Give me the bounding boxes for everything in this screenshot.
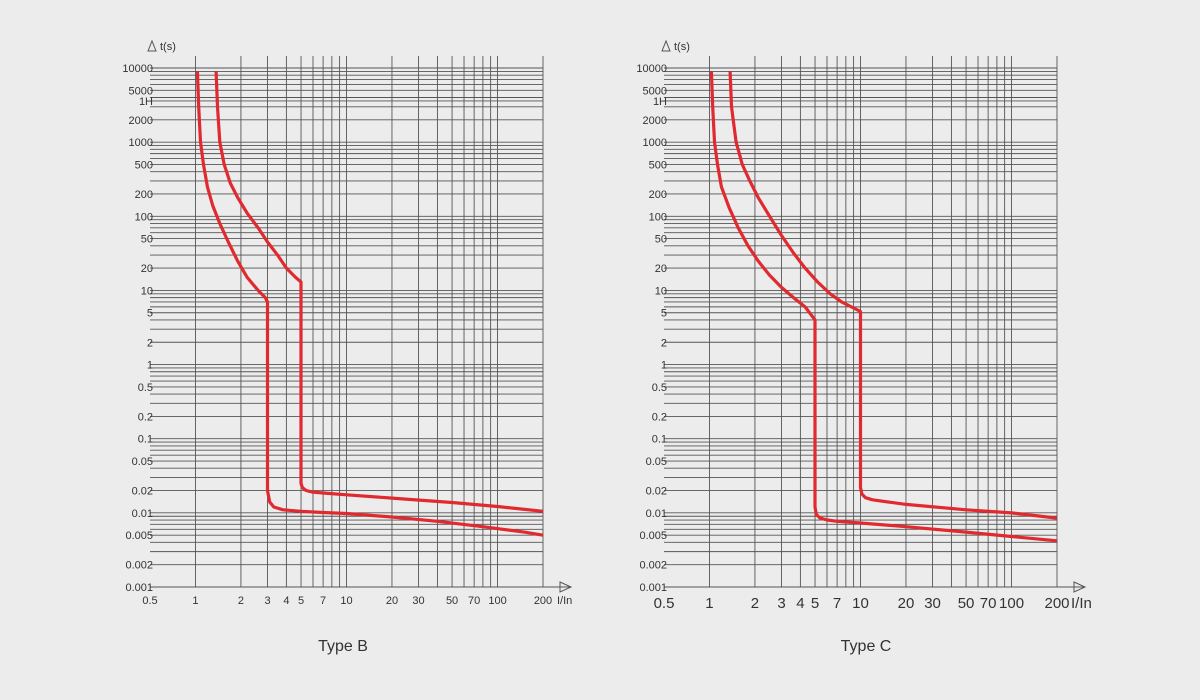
x-tick-label: 1 xyxy=(705,595,713,612)
y-axis-label: t(s) xyxy=(674,41,690,53)
x-tick-label: 4 xyxy=(796,595,804,612)
y-tick-label: 0.05 xyxy=(132,456,153,468)
y-tick-label: 500 xyxy=(135,159,153,171)
x-axis-arrow-icon xyxy=(559,581,573,593)
x-tick-label: 7 xyxy=(833,595,841,612)
series-curve-lower xyxy=(709,71,1058,543)
y-tick-label: 10 xyxy=(655,285,667,297)
y-tick-label: 50 xyxy=(655,234,667,246)
x-tick-label: 2 xyxy=(751,595,759,612)
y-tick-label: 0.5 xyxy=(652,382,667,394)
x-axis-label: I/In xyxy=(1071,595,1092,612)
x-tick-label: 100 xyxy=(999,595,1024,612)
y-tick-label: 5000 xyxy=(643,85,667,97)
y-tick-label: 2000 xyxy=(643,115,667,127)
y-tick-label: 0.005 xyxy=(639,530,667,542)
y-tick-label: 5 xyxy=(147,308,153,320)
series-curve-lower xyxy=(195,71,544,537)
x-axis-arrow-icon xyxy=(1073,581,1087,593)
chart-title-type-c: Type C xyxy=(840,638,892,655)
x-tick-label: 2 xyxy=(238,595,244,607)
y-tick-label: 10000 xyxy=(636,63,667,75)
x-tick-label: 30 xyxy=(412,595,424,607)
x-tick-label: 0.5 xyxy=(142,595,157,607)
y-tick-label: 2 xyxy=(661,337,667,349)
y-tick-label: 500 xyxy=(649,159,667,171)
y-tick-label: 0.5 xyxy=(138,382,153,394)
x-tick-label: 10 xyxy=(340,595,352,607)
x-tick-label: 5 xyxy=(298,595,304,607)
x-tick-label: 200 xyxy=(534,595,552,607)
x-tick-label: 20 xyxy=(898,595,915,612)
y-tick-label: 20 xyxy=(141,263,153,275)
x-tick-label: 4 xyxy=(283,595,289,607)
x-tick-label: 30 xyxy=(924,595,941,612)
y-tick-label: 1H xyxy=(653,96,667,108)
y-tick-label: 1H xyxy=(139,96,153,108)
y-tick-label: 200 xyxy=(135,189,153,201)
y-tick-label: 50 xyxy=(141,234,153,246)
chart-title-type-b: Type B xyxy=(318,638,368,655)
y-tick-label: 1000 xyxy=(129,137,153,149)
x-tick-label: 50 xyxy=(446,595,458,607)
y-tick-label: 10000 xyxy=(122,63,153,75)
y-tick-label: 0.01 xyxy=(646,508,667,520)
y-tick-label: 0.005 xyxy=(125,530,153,542)
x-tick-label: 200 xyxy=(1044,595,1069,612)
y-tick-label: 0.001 xyxy=(639,582,667,594)
y-tick-label: 0.2 xyxy=(138,411,153,423)
y-axis-arrow-icon xyxy=(147,39,157,52)
x-tick-label: 10 xyxy=(852,595,869,612)
y-tick-label: 100 xyxy=(135,211,153,223)
series-curve-upper xyxy=(214,71,544,513)
x-tick-label: 70 xyxy=(468,595,480,607)
y-tick-label: 0.002 xyxy=(125,560,153,572)
y-tick-label: 5000 xyxy=(129,85,153,97)
x-tick-label: 100 xyxy=(488,595,506,607)
y-tick-label: 0.02 xyxy=(132,486,153,498)
y-tick-label: 0.002 xyxy=(639,560,667,572)
y-tick-label: 2000 xyxy=(129,115,153,127)
x-tick-label: 3 xyxy=(777,595,785,612)
y-tick-label: 10 xyxy=(141,285,153,297)
y-tick-label: 20 xyxy=(655,263,667,275)
y-axis-arrow-icon xyxy=(661,39,671,52)
y-tick-label: 1 xyxy=(147,360,153,372)
x-tick-label: 50 xyxy=(958,595,975,612)
y-tick-label: 5 xyxy=(661,308,667,320)
y-tick-label: 0.1 xyxy=(138,434,153,446)
y-tick-label: 2 xyxy=(147,337,153,349)
y-tick-label: 100 xyxy=(649,211,667,223)
x-tick-label: 7 xyxy=(320,595,326,607)
x-tick-label: 3 xyxy=(264,595,270,607)
y-tick-label: 200 xyxy=(649,189,667,201)
y-tick-label: 0.01 xyxy=(132,508,153,520)
y-tick-label: 0.1 xyxy=(652,434,667,446)
x-axis-label: I/In xyxy=(557,595,572,607)
series-curve-upper xyxy=(728,71,1058,520)
y-tick-label: 0.05 xyxy=(646,456,667,468)
y-tick-label: 0.02 xyxy=(646,486,667,498)
y-tick-label: 1 xyxy=(661,360,667,372)
y-tick-label: 0.001 xyxy=(125,582,153,594)
x-tick-label: 20 xyxy=(386,595,398,607)
y-tick-label: 0.2 xyxy=(652,411,667,423)
x-tick-label: 5 xyxy=(811,595,819,612)
y-axis-label: t(s) xyxy=(160,41,176,53)
y-tick-label: 1000 xyxy=(643,137,667,149)
x-tick-label: 1 xyxy=(192,595,198,607)
x-tick-label: 70 xyxy=(980,595,997,612)
x-tick-label: 0.5 xyxy=(654,595,675,612)
